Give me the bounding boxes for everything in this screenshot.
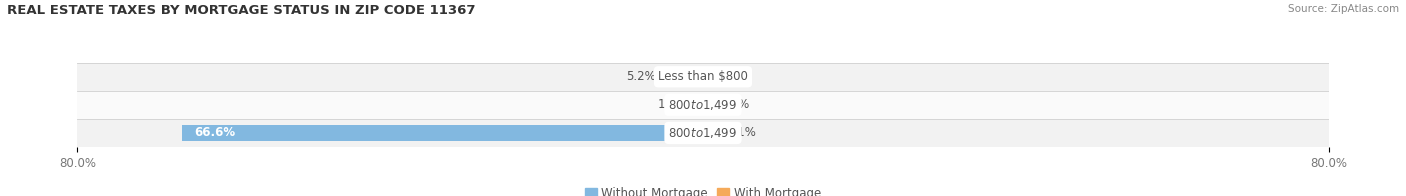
Text: 0.41%: 0.41% <box>713 98 749 111</box>
Text: Less than $800: Less than $800 <box>658 70 748 83</box>
Text: 5.2%: 5.2% <box>626 70 657 83</box>
Bar <box>703 69 706 85</box>
Bar <box>703 125 720 141</box>
Bar <box>703 97 706 113</box>
Text: 66.6%: 66.6% <box>194 126 235 139</box>
Bar <box>77 91 1329 119</box>
Bar <box>662 69 703 85</box>
Text: 1.2%: 1.2% <box>658 98 688 111</box>
Bar <box>693 97 703 113</box>
Bar <box>77 63 1329 91</box>
Text: 2.1%: 2.1% <box>725 126 755 139</box>
Text: 0.29%: 0.29% <box>711 70 749 83</box>
Text: $800 to $1,499: $800 to $1,499 <box>668 98 738 112</box>
Bar <box>77 119 1329 147</box>
Legend: Without Mortgage, With Mortgage: Without Mortgage, With Mortgage <box>581 182 825 196</box>
Text: Source: ZipAtlas.com: Source: ZipAtlas.com <box>1288 4 1399 14</box>
Bar <box>183 125 703 141</box>
Text: $800 to $1,499: $800 to $1,499 <box>668 126 738 140</box>
Text: REAL ESTATE TAXES BY MORTGAGE STATUS IN ZIP CODE 11367: REAL ESTATE TAXES BY MORTGAGE STATUS IN … <box>7 4 475 17</box>
